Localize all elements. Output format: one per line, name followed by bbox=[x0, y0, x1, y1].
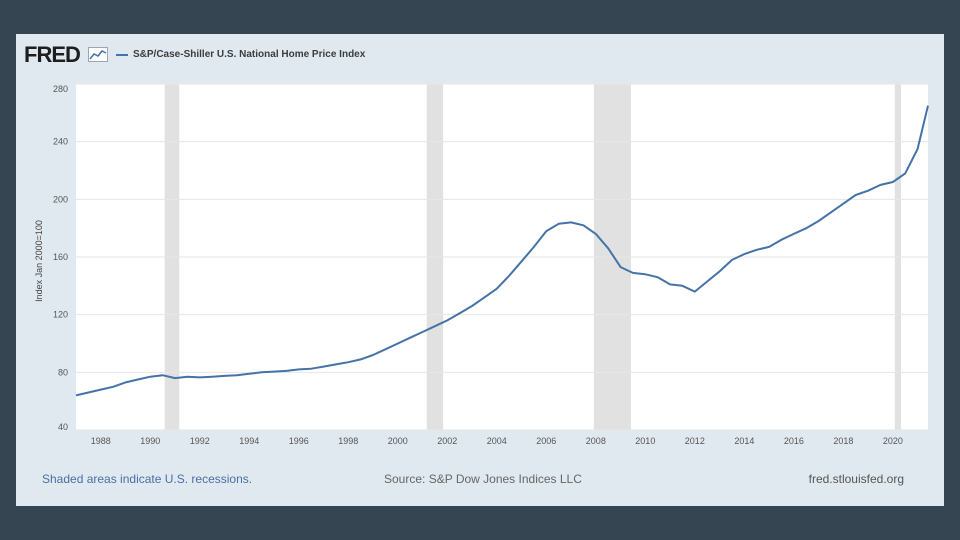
site-link[interactable]: fred.stlouisfed.org bbox=[808, 472, 904, 486]
x-tick-label: 1990 bbox=[140, 436, 160, 446]
y-tick-label: 200 bbox=[53, 194, 68, 204]
y-tick-label: 40 bbox=[58, 422, 68, 432]
fred-chart-mark-icon bbox=[88, 47, 108, 62]
source-text: Source: S&P Dow Jones Indices LLC bbox=[384, 472, 582, 486]
x-tick-label: 2000 bbox=[388, 436, 408, 446]
x-tick-label: 2004 bbox=[487, 436, 507, 446]
chart-panel: FRED S&P/Case-Shiller U.S. National Home… bbox=[16, 34, 944, 506]
legend: S&P/Case-Shiller U.S. National Home Pric… bbox=[116, 49, 365, 60]
x-tick-label: 1992 bbox=[190, 436, 210, 446]
y-axis-label: Index Jan 2000=100 bbox=[34, 220, 44, 302]
recession-note: Shaded areas indicate U.S. recessions. bbox=[42, 472, 253, 486]
x-tick-label: 1996 bbox=[289, 436, 309, 446]
x-tick-label: 1998 bbox=[338, 436, 358, 446]
line-chart: 40 80 120 160 200 240 280 1988 1990 1992 1994 1996 1… bbox=[53, 83, 929, 446]
plot-area: 40 80 120 160 200 240 280 1988 1990 1992 1994 1996 1… bbox=[53, 83, 929, 446]
x-tick-label: 2008 bbox=[586, 436, 606, 446]
x-tick-label: 2002 bbox=[437, 436, 457, 446]
x-tick-label: 1994 bbox=[239, 436, 259, 446]
fred-logo[interactable]: FRED bbox=[24, 42, 81, 67]
x-tick-label: 2014 bbox=[734, 436, 754, 446]
x-tick-label: 2020 bbox=[883, 436, 903, 446]
x-tick-label: 2006 bbox=[536, 436, 556, 446]
x-tick-label: 2012 bbox=[685, 436, 705, 446]
x-tick-label: 2016 bbox=[784, 436, 804, 446]
x-tick-label: 1988 bbox=[91, 436, 111, 446]
y-tick-label: 240 bbox=[53, 137, 68, 147]
legend-swatch bbox=[116, 53, 128, 56]
legend-series-name: S&P/Case-Shiller U.S. National Home Pric… bbox=[133, 49, 366, 60]
x-tick-label: 2010 bbox=[635, 436, 655, 446]
y-tick-label: 160 bbox=[53, 252, 68, 262]
series-line bbox=[75, 105, 929, 397]
y-tick-label: 80 bbox=[58, 367, 68, 377]
y-tick-label: 280 bbox=[53, 84, 68, 94]
y-tick-label: 120 bbox=[53, 310, 68, 320]
x-tick-label: 2018 bbox=[833, 436, 853, 446]
